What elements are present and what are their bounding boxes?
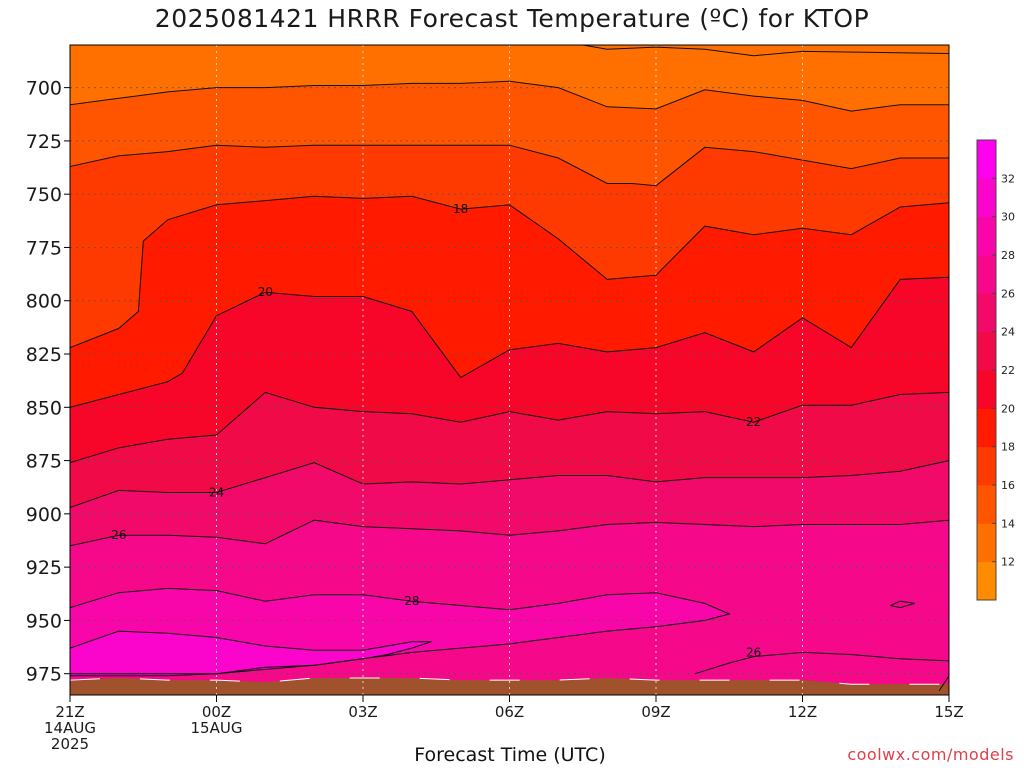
isotherm-12 bbox=[582, 45, 949, 57]
isotherm-label-18: 18 bbox=[453, 202, 468, 216]
isotherm-30 bbox=[70, 630, 432, 677]
y-tick-label-850: 850 bbox=[26, 397, 62, 419]
colorbar-label-14: 14 bbox=[1001, 517, 1015, 530]
colorbar-label-32: 32 bbox=[1001, 172, 1015, 185]
y-tick-label-950: 950 bbox=[26, 610, 62, 632]
y-tick-label-800: 800 bbox=[26, 291, 62, 313]
x-axis-label: Forecast Time (UTC) bbox=[414, 744, 606, 766]
x-tick-label-09Z: 09Z bbox=[641, 703, 670, 721]
isotherm-20 bbox=[70, 276, 949, 408]
colorbar-segment-14 bbox=[977, 485, 996, 524]
fill-band-30 bbox=[70, 631, 432, 676]
colorbar-segment-30 bbox=[977, 178, 996, 218]
colorbar-label-12: 12 bbox=[1001, 556, 1015, 569]
colorbar: 12 14 16 18 20 22 24 26 28 30 32 bbox=[976, 139, 1015, 601]
colorbar-segment-18 bbox=[977, 408, 996, 448]
isotherm-14 bbox=[70, 80, 949, 112]
source-credit: coolwx.com/models bbox=[847, 745, 1014, 764]
isotherm-label-28: 28 bbox=[404, 594, 419, 608]
y-tick-label-900: 900 bbox=[26, 504, 62, 526]
colorbar-segment-10 bbox=[977, 561, 996, 601]
x-tick-label-15Z: 15Z bbox=[934, 703, 963, 721]
y-tick-label-925: 925 bbox=[26, 557, 62, 579]
isotherm-26 bbox=[694, 651, 949, 675]
colorbar-segment-28 bbox=[977, 216, 996, 256]
ground-surface bbox=[70, 677, 949, 695]
colorbar-segment-12 bbox=[977, 523, 996, 563]
colorbar-label-30: 30 bbox=[1001, 211, 1015, 224]
colorbar-segment-22 bbox=[977, 331, 996, 371]
colorbar-label-28: 28 bbox=[1001, 249, 1015, 262]
isotherm-26 bbox=[938, 675, 949, 691]
colorbar-label-26: 26 bbox=[1001, 287, 1015, 300]
isotherm-label-22: 22 bbox=[746, 415, 761, 429]
isotherm-label-26: 26 bbox=[746, 645, 761, 659]
colorbar-label-20: 20 bbox=[1001, 402, 1015, 415]
colorbar-label-16: 16 bbox=[1001, 479, 1015, 492]
x-tick-label-03Z: 03Z bbox=[348, 703, 377, 721]
x-tick-label-14AUG: 14AUG bbox=[44, 719, 96, 737]
x-tick-label-2025: 2025 bbox=[51, 735, 89, 753]
colorbar-label-18: 18 bbox=[1001, 441, 1015, 454]
colorbar-label-24: 24 bbox=[1001, 326, 1015, 339]
colorbar-segment-24 bbox=[977, 293, 996, 333]
y-tick-label-750: 750 bbox=[26, 184, 62, 206]
y-axis: 700 725 750 775 800 825 850 875 900 925 950 975 bbox=[26, 78, 70, 686]
isotherm-28 bbox=[70, 587, 731, 675]
ground-polygon bbox=[70, 678, 949, 695]
ground-edge bbox=[70, 677, 949, 685]
isotherm-labels: 18 20 22 24 26 26 28 bbox=[111, 202, 761, 659]
y-tick-label-875: 875 bbox=[26, 451, 62, 473]
isotherm-26 bbox=[890, 600, 915, 609]
colorbar-segment-16 bbox=[977, 446, 996, 486]
isotherm-label-24: 24 bbox=[209, 486, 224, 500]
x-tick-label-06Z: 06Z bbox=[495, 703, 524, 721]
y-tick-label-825: 825 bbox=[26, 344, 62, 366]
isotherm-16 bbox=[70, 144, 949, 187]
x-tick-label-00Z: 00Z bbox=[202, 703, 231, 721]
colorbar-label-22: 22 bbox=[1001, 364, 1015, 377]
x-tick-label-15AUG: 15AUG bbox=[191, 719, 243, 737]
isotherm-18 bbox=[70, 195, 949, 349]
isotherm-24 bbox=[70, 460, 949, 508]
colorbar-segment-26 bbox=[977, 255, 996, 294]
isotherm-22 bbox=[70, 391, 949, 464]
isotherm-label-20: 20 bbox=[258, 285, 273, 299]
chart-title: 2025081421 HRRR Forecast Temperature (ºC… bbox=[154, 4, 870, 33]
x-tick-label-12Z: 12Z bbox=[788, 703, 817, 721]
y-tick-label-975: 975 bbox=[26, 664, 62, 686]
grid-lines bbox=[69, 45, 950, 695]
isotherm-26 bbox=[70, 519, 949, 547]
colorbar-segment-32 bbox=[977, 140, 996, 179]
colorbar-segment-20 bbox=[977, 370, 996, 409]
y-tick-label-725: 725 bbox=[26, 131, 62, 153]
isotherm-label-26: 26 bbox=[111, 528, 126, 542]
isotherm-lines bbox=[70, 45, 949, 691]
x-tick-label-21Z: 21Z bbox=[55, 703, 84, 721]
y-tick-label-775: 775 bbox=[26, 237, 62, 259]
y-tick-label-700: 700 bbox=[26, 78, 62, 100]
